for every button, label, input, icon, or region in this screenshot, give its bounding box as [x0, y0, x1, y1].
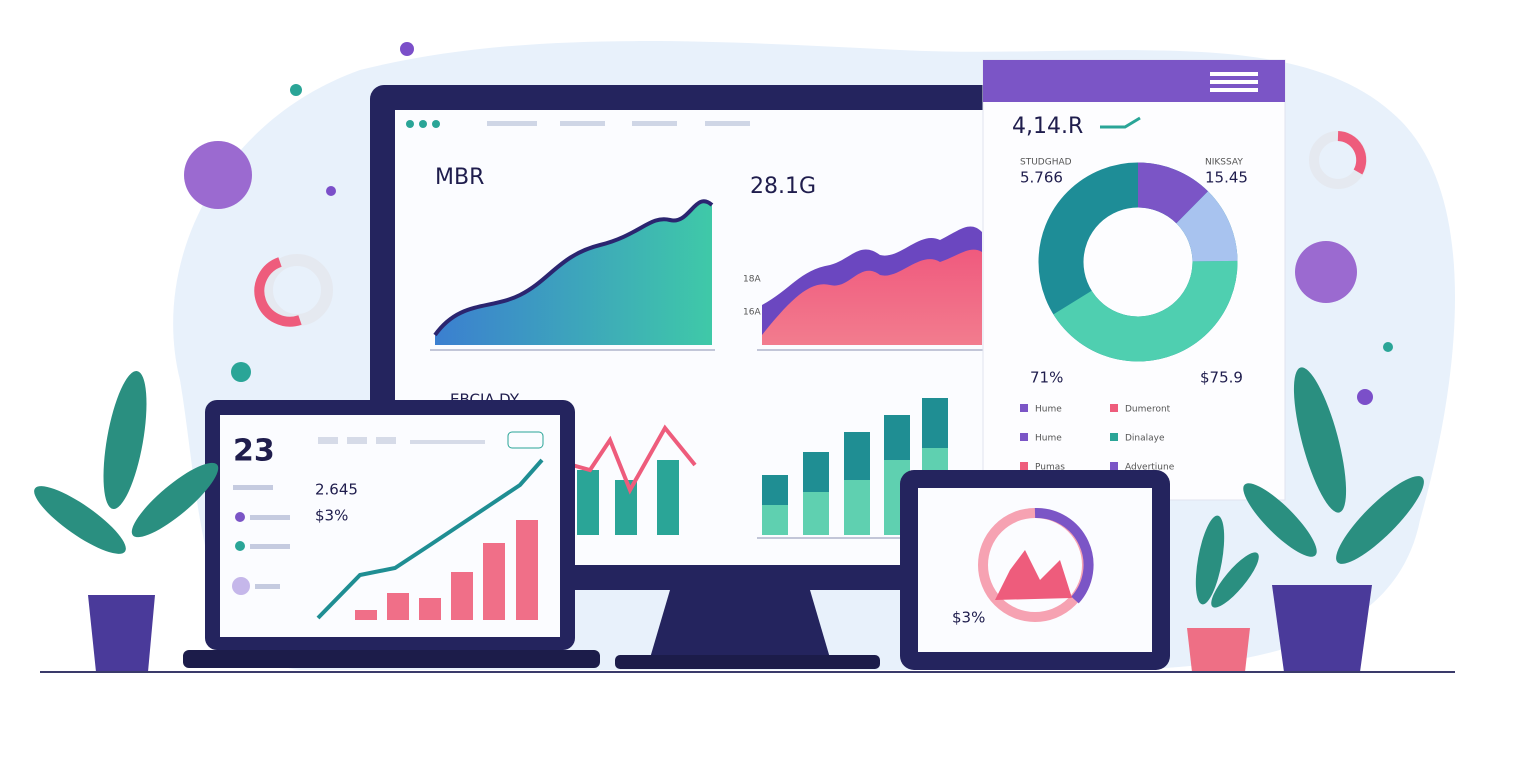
panel-title: MBR	[435, 165, 484, 190]
pot	[1272, 585, 1372, 672]
deco-circle	[184, 141, 252, 209]
pot	[88, 595, 155, 672]
legend-entry: Dumeront	[1125, 405, 1171, 415]
tablet-label: $3%	[952, 609, 985, 627]
legend-entry: Hume	[1035, 405, 1062, 415]
donut-label: $75.9	[1200, 369, 1243, 387]
legend-entry: Hume	[1035, 434, 1062, 444]
deco-ring	[1337, 131, 1367, 175]
monitor-stand	[650, 590, 830, 658]
legend-entry: Advertiune	[1125, 463, 1175, 473]
monitor-base	[615, 655, 880, 669]
deco-dot	[1357, 389, 1373, 405]
panel-title: 28.1G	[750, 174, 816, 199]
pot	[1187, 628, 1250, 672]
stat-label: STUDGHAD	[1020, 158, 1072, 168]
deco-dot	[326, 186, 336, 196]
legend-entry: Pumas	[1035, 463, 1065, 473]
area-chart	[435, 201, 712, 345]
deco-circle	[1295, 241, 1357, 303]
laptop-stat: 2.645	[315, 481, 358, 499]
deco-dot	[231, 362, 251, 382]
stat-value: 15.45	[1205, 169, 1248, 187]
area-line	[433, 199, 714, 337]
stat-value: 5.766	[1020, 169, 1063, 187]
y-tick-label: 16A	[743, 308, 761, 318]
plant	[34, 367, 1424, 608]
laptop-stat: $3%	[315, 507, 348, 525]
laptop-big-number: 23	[233, 434, 275, 469]
legend-entry: Dinalaye	[1125, 434, 1165, 444]
y-tick-label: 18A	[743, 275, 761, 285]
laptop-base	[183, 650, 600, 668]
deco-dot	[1383, 342, 1393, 352]
stat-label: NIKSSAY	[1205, 158, 1243, 168]
deco-dot	[400, 42, 414, 56]
area-chart	[762, 249, 982, 345]
deco-dot	[290, 84, 302, 96]
deco-ring	[254, 257, 302, 327]
phone-title: 4,14.R	[1012, 114, 1083, 139]
donut	[1038, 162, 1238, 362]
donut-label: 71%	[1030, 369, 1063, 387]
